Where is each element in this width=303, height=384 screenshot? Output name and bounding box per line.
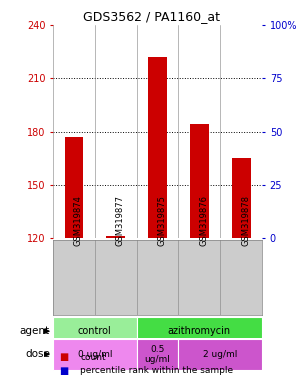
Text: count: count (80, 353, 106, 362)
Text: 0.5
ug/ml: 0.5 ug/ml (145, 344, 171, 364)
Text: control: control (78, 326, 112, 336)
Text: ■: ■ (59, 352, 68, 362)
Bar (148, 57, 167, 238)
Text: GDS3562 / PA1160_at: GDS3562 / PA1160_at (83, 10, 220, 23)
Bar (137, 339, 178, 370)
Bar (53, 339, 137, 370)
Text: dose: dose (25, 349, 50, 359)
Text: percentile rank within the sample: percentile rank within the sample (80, 366, 233, 375)
Bar (137, 317, 262, 345)
Text: 0 ug/ml: 0 ug/ml (78, 350, 112, 359)
Text: GSM319875: GSM319875 (158, 195, 167, 246)
Bar (232, 158, 251, 238)
Bar (190, 124, 209, 238)
Text: GSM319877: GSM319877 (116, 195, 125, 246)
Bar (106, 236, 125, 238)
Text: GSM319878: GSM319878 (241, 195, 250, 246)
Text: GSM319876: GSM319876 (199, 195, 208, 246)
Text: azithromycin: azithromycin (168, 326, 231, 336)
Bar (65, 137, 83, 238)
Bar (178, 339, 262, 370)
Text: 2 ug/ml: 2 ug/ml (203, 350, 238, 359)
Bar (53, 317, 137, 345)
Text: GSM319874: GSM319874 (74, 195, 83, 246)
Text: ■: ■ (59, 366, 68, 376)
Text: agent: agent (20, 326, 50, 336)
